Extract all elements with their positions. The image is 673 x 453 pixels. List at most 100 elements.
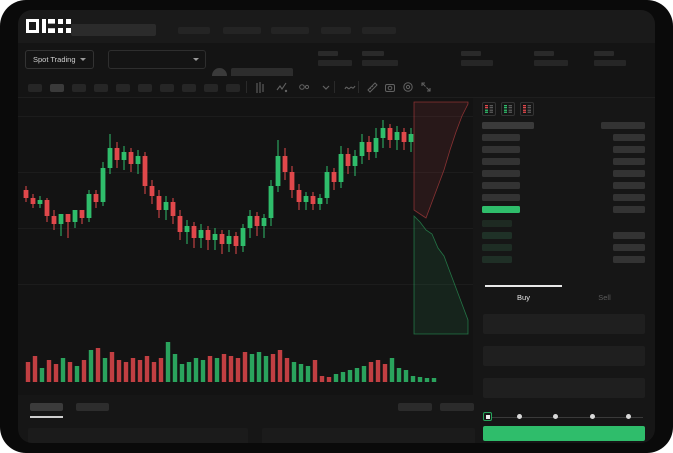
order-book-amount-cell bbox=[613, 170, 645, 177]
order-book-amount-cell bbox=[613, 194, 645, 201]
order-book-bid-row[interactable] bbox=[482, 220, 512, 227]
order-book-ask-row[interactable] bbox=[482, 182, 520, 189]
trade-form-panel[interactable]: Buy Sell bbox=[473, 284, 655, 443]
order-book-bid-row[interactable] bbox=[482, 244, 512, 251]
amount-slider-handle[interactable] bbox=[483, 412, 492, 421]
order-book-ask-row[interactable] bbox=[482, 146, 520, 153]
tab-sell[interactable]: Sell bbox=[598, 292, 611, 302]
okx-logo[interactable] bbox=[26, 19, 71, 33]
okx-logo-glyph-o bbox=[26, 19, 39, 33]
toolbar-separator-2 bbox=[358, 81, 359, 93]
bottom-tab-order-history[interactable] bbox=[76, 403, 109, 411]
amount-field[interactable] bbox=[483, 346, 645, 366]
order-book-spread-row[interactable] bbox=[482, 206, 520, 213]
chevron-down-icon bbox=[193, 58, 199, 61]
spot-trading-label: Spot Trading bbox=[33, 55, 76, 64]
amount-slider-dot-2[interactable] bbox=[590, 414, 595, 419]
depth-chart-overlay bbox=[413, 101, 469, 335]
tf-5m[interactable] bbox=[50, 84, 64, 92]
spot-trading-dropdown[interactable]: Spot Trading bbox=[25, 50, 94, 69]
gridline-2 bbox=[18, 228, 473, 229]
order-book-view-toggles bbox=[482, 102, 534, 116]
orderbook-view-bids-toggle[interactable] bbox=[501, 102, 515, 116]
submit-order-button[interactable] bbox=[483, 426, 645, 441]
stat-24h-low-label bbox=[534, 51, 554, 56]
amount-slider-dot-3[interactable] bbox=[626, 414, 631, 419]
order-book-ask-row[interactable] bbox=[482, 134, 520, 141]
okx-logo-glyph-x bbox=[58, 19, 71, 33]
order-book-amount-cell bbox=[613, 158, 645, 165]
price-field[interactable] bbox=[483, 314, 645, 334]
nav-trade[interactable] bbox=[223, 27, 261, 34]
toolbar-separator-0 bbox=[246, 81, 247, 93]
order-book-panel[interactable] bbox=[473, 98, 655, 284]
stat-last-price-label bbox=[318, 51, 338, 56]
price-chart-panel[interactable] bbox=[18, 98, 473, 395]
bottom-action-cancel-all[interactable] bbox=[440, 403, 474, 411]
stat-24h-change-value bbox=[362, 60, 398, 66]
candlestick-icon[interactable] bbox=[254, 81, 266, 93]
tf-more[interactable] bbox=[226, 84, 240, 92]
nav-markets[interactable] bbox=[178, 27, 210, 34]
tf-1h[interactable] bbox=[116, 84, 130, 92]
tf-1mo[interactable] bbox=[204, 84, 218, 92]
order-book-ask-row[interactable] bbox=[482, 194, 520, 201]
order-book-amount-cell bbox=[613, 256, 645, 263]
order-book-bid-row[interactable] bbox=[482, 256, 512, 263]
candlestick-series bbox=[23, 120, 414, 254]
chevron-down-icon[interactable] bbox=[320, 81, 332, 93]
bottom-action-hide-other-pairs[interactable] bbox=[398, 403, 432, 411]
tf-1m[interactable] bbox=[28, 84, 42, 92]
screen: Spot Trading bbox=[18, 10, 655, 443]
settings-icon[interactable] bbox=[402, 81, 414, 93]
order-book-ask-row[interactable] bbox=[482, 158, 520, 165]
amount-slider-track[interactable] bbox=[485, 417, 643, 418]
order-book-ask-row[interactable] bbox=[482, 122, 534, 129]
tf-15m[interactable] bbox=[72, 84, 86, 92]
tf-4h[interactable] bbox=[138, 84, 152, 92]
stat-last-price-value bbox=[318, 60, 352, 66]
indicators-icon[interactable] bbox=[276, 81, 288, 93]
orderbook-view-both-toggle[interactable] bbox=[482, 102, 496, 116]
order-book-amount-cell bbox=[613, 244, 645, 251]
bottom-card-assets bbox=[262, 428, 475, 443]
order-book-bid-row[interactable] bbox=[482, 232, 512, 239]
order-book-amount-cell bbox=[601, 122, 645, 129]
orders-panel bbox=[18, 395, 475, 443]
order-book-amount-cell bbox=[613, 134, 645, 141]
tab-buy[interactable]: Buy bbox=[483, 285, 564, 308]
stat-24h-change-label bbox=[362, 51, 384, 56]
amount-slider-dot-0[interactable] bbox=[517, 414, 522, 419]
nav-more[interactable] bbox=[362, 27, 396, 34]
line-chart-icon[interactable] bbox=[344, 81, 356, 93]
order-book-amount-cell bbox=[613, 182, 645, 189]
stat-24h-change bbox=[362, 51, 398, 66]
bottom-tab-open-orders[interactable] bbox=[30, 403, 63, 411]
orderbook-view-asks-toggle[interactable] bbox=[520, 102, 534, 116]
buy-sell-tabs: Buy Sell bbox=[483, 285, 645, 308]
stat-24h-volume-label bbox=[594, 51, 614, 56]
gridline-3 bbox=[18, 284, 473, 285]
order-book-ask-row[interactable] bbox=[482, 170, 520, 177]
ruler-icon[interactable] bbox=[366, 81, 378, 93]
stat-24h-low bbox=[534, 51, 568, 66]
nav-finance[interactable] bbox=[321, 27, 351, 34]
tf-1w[interactable] bbox=[182, 84, 196, 92]
stat-24h-high-label bbox=[461, 51, 481, 56]
search-input[interactable] bbox=[71, 24, 156, 36]
trading-pair-select[interactable] bbox=[108, 50, 206, 69]
stat-24h-volume-value bbox=[594, 60, 626, 66]
camera-icon[interactable] bbox=[384, 81, 396, 93]
stat-last-price bbox=[318, 51, 352, 66]
total-field[interactable] bbox=[483, 378, 645, 398]
chart-toolbar bbox=[18, 76, 655, 98]
nav-derivatives[interactable] bbox=[271, 27, 309, 34]
fullscreen-icon[interactable] bbox=[420, 81, 432, 93]
amount-slider-dot-1[interactable] bbox=[553, 414, 558, 419]
order-book-amount-cell bbox=[613, 232, 645, 239]
tf-1d[interactable] bbox=[160, 84, 174, 92]
tf-30m[interactable] bbox=[94, 84, 108, 92]
drawing-tools-icon[interactable] bbox=[298, 81, 310, 93]
gridline-1 bbox=[18, 172, 473, 173]
